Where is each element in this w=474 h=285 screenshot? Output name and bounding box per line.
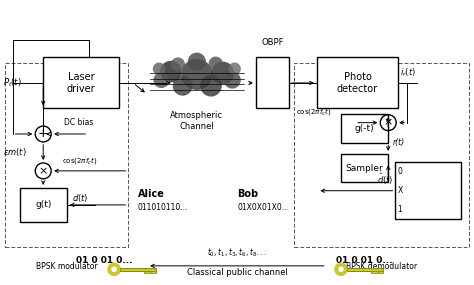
Text: 01X0X01X0...: 01X0X01X0... [237, 203, 289, 212]
Ellipse shape [171, 57, 185, 72]
Text: 1: 1 [398, 205, 402, 214]
Text: X: X [398, 186, 403, 195]
Text: 01 0 01 0...: 01 0 01 0... [76, 256, 133, 265]
FancyBboxPatch shape [144, 271, 150, 273]
FancyBboxPatch shape [341, 114, 388, 142]
Text: ×: × [383, 118, 393, 128]
Text: $d(t)$: $d(t)$ [72, 192, 88, 204]
Text: 011010110...: 011010110... [138, 203, 188, 212]
Text: $i_r(t)$: $i_r(t)$ [400, 67, 416, 79]
Text: 01 0 01 0...: 01 0 01 0... [337, 256, 393, 265]
Ellipse shape [173, 76, 192, 96]
Text: 0: 0 [398, 168, 402, 176]
Text: Photo
detector: Photo detector [337, 72, 378, 94]
FancyBboxPatch shape [256, 57, 289, 109]
FancyBboxPatch shape [347, 268, 383, 271]
Text: Alice: Alice [138, 189, 164, 199]
FancyBboxPatch shape [19, 188, 67, 222]
FancyBboxPatch shape [371, 271, 376, 273]
Text: $\epsilon m(t)$: $\epsilon m(t)$ [3, 146, 27, 158]
Ellipse shape [153, 62, 165, 75]
Text: $\cos(2\pi f_c t)$: $\cos(2\pi f_c t)$ [62, 155, 98, 166]
Text: r(t): r(t) [393, 138, 405, 147]
Ellipse shape [338, 266, 344, 272]
FancyBboxPatch shape [341, 154, 388, 182]
Ellipse shape [335, 263, 347, 276]
FancyBboxPatch shape [43, 57, 119, 109]
FancyBboxPatch shape [378, 271, 383, 273]
Text: DC bias: DC bias [64, 118, 94, 127]
Ellipse shape [224, 72, 241, 89]
Text: g(t): g(t) [35, 200, 51, 209]
FancyBboxPatch shape [318, 57, 398, 109]
Ellipse shape [181, 59, 212, 90]
Text: $t_0, t_1, t_3, t_6, t_8 ...$: $t_0, t_1, t_3, t_6, t_8 ...$ [207, 246, 267, 259]
Text: +: + [38, 127, 48, 141]
FancyBboxPatch shape [395, 162, 462, 219]
Ellipse shape [211, 62, 234, 84]
Text: Laser
driver: Laser driver [67, 72, 95, 94]
Text: ×: × [38, 166, 48, 176]
Text: $P_t(t)$: $P_t(t)$ [3, 77, 22, 89]
Text: Atmospheric
Channel: Atmospheric Channel [170, 111, 223, 131]
Ellipse shape [200, 75, 222, 97]
FancyBboxPatch shape [151, 271, 156, 273]
Ellipse shape [228, 62, 241, 75]
Text: $\hat{d}(t)$: $\hat{d}(t)$ [376, 172, 393, 187]
Ellipse shape [188, 53, 206, 71]
Ellipse shape [160, 61, 182, 82]
Text: Sampler: Sampler [346, 164, 383, 172]
Ellipse shape [108, 263, 120, 276]
Ellipse shape [111, 266, 117, 272]
Ellipse shape [154, 72, 169, 88]
Text: BPSK demodulator: BPSK demodulator [346, 262, 417, 271]
Text: Classical public channel: Classical public channel [187, 268, 287, 278]
Text: $\cos(2\pi f_c t)$: $\cos(2\pi f_c t)$ [296, 106, 331, 117]
Text: g(-t): g(-t) [355, 124, 374, 133]
Text: BPSK modulator: BPSK modulator [36, 262, 98, 271]
Ellipse shape [209, 56, 223, 71]
FancyBboxPatch shape [120, 268, 156, 271]
Text: OBPF: OBPF [261, 38, 284, 48]
Text: Bob: Bob [237, 189, 258, 199]
